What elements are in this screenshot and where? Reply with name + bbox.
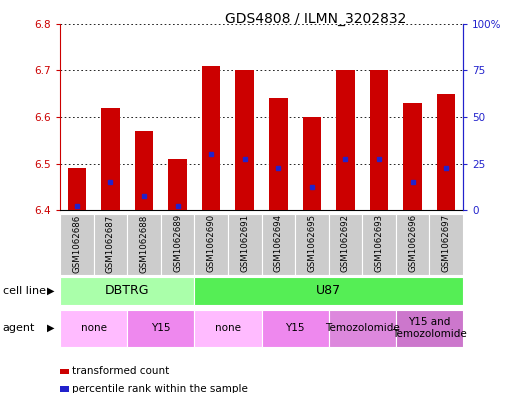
Bar xyxy=(336,70,355,210)
Bar xyxy=(396,310,463,347)
Text: Y15: Y15 xyxy=(286,323,305,333)
Text: GSM1062686: GSM1062686 xyxy=(72,214,82,273)
Text: GDS4808 / ILMN_3202832: GDS4808 / ILMN_3202832 xyxy=(225,12,406,26)
Text: ▶: ▶ xyxy=(48,323,55,333)
Text: GSM1062691: GSM1062691 xyxy=(240,214,249,272)
Text: percentile rank within the sample: percentile rank within the sample xyxy=(72,384,247,393)
Text: GSM1062697: GSM1062697 xyxy=(441,214,451,272)
Bar xyxy=(403,103,422,210)
Bar xyxy=(262,310,328,347)
Bar xyxy=(60,277,195,305)
Text: none: none xyxy=(81,323,107,333)
Bar xyxy=(195,214,228,275)
Text: GSM1062689: GSM1062689 xyxy=(173,214,182,272)
Bar xyxy=(135,131,153,210)
Text: DBTRG: DBTRG xyxy=(105,284,150,297)
Text: GSM1062696: GSM1062696 xyxy=(408,214,417,272)
Bar xyxy=(269,98,288,210)
Bar xyxy=(168,159,187,210)
Text: GSM1062690: GSM1062690 xyxy=(207,214,215,272)
Bar xyxy=(437,94,456,210)
Text: agent: agent xyxy=(3,323,35,333)
Bar xyxy=(295,214,328,275)
Bar xyxy=(235,70,254,210)
Text: transformed count: transformed count xyxy=(72,366,169,376)
Bar xyxy=(429,214,463,275)
Text: GSM1062695: GSM1062695 xyxy=(308,214,316,272)
Text: ▶: ▶ xyxy=(48,286,55,296)
Bar xyxy=(127,214,161,275)
Text: GSM1062692: GSM1062692 xyxy=(341,214,350,272)
Bar xyxy=(101,108,120,210)
Text: GSM1062693: GSM1062693 xyxy=(374,214,383,272)
Bar xyxy=(195,310,262,347)
Bar xyxy=(396,214,429,275)
Bar xyxy=(67,168,86,210)
Text: GSM1062688: GSM1062688 xyxy=(140,214,149,273)
Text: U87: U87 xyxy=(316,284,341,297)
Bar xyxy=(60,214,94,275)
Text: cell line: cell line xyxy=(3,286,46,296)
Text: Y15: Y15 xyxy=(151,323,170,333)
Bar xyxy=(60,310,127,347)
Bar xyxy=(303,117,321,210)
Text: none: none xyxy=(215,323,241,333)
Bar xyxy=(362,214,396,275)
Bar xyxy=(195,277,463,305)
Text: Y15 and
Temozolomide: Y15 and Temozolomide xyxy=(392,318,467,339)
Bar xyxy=(161,214,195,275)
Text: GSM1062694: GSM1062694 xyxy=(274,214,283,272)
Bar xyxy=(94,214,127,275)
Bar xyxy=(328,214,362,275)
Bar xyxy=(202,66,220,210)
Bar xyxy=(370,70,388,210)
Bar xyxy=(262,214,295,275)
Text: Temozolomide: Temozolomide xyxy=(325,323,400,333)
Bar xyxy=(228,214,262,275)
Text: GSM1062687: GSM1062687 xyxy=(106,214,115,273)
Bar xyxy=(127,310,195,347)
Bar xyxy=(328,310,396,347)
